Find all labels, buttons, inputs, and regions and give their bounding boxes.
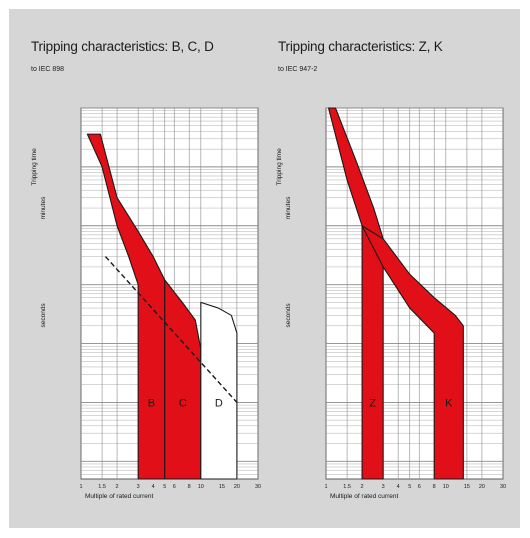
chart-panel-1: Z K 1 1.5 2 3 4 5 6 8 10 15 20 30 Multiple of rated cu…: [276, 107, 506, 500]
x-tick-label: 8: [188, 484, 191, 490]
x-tick-label: 4: [397, 484, 400, 490]
x-tick-label: 3: [137, 484, 140, 490]
x-axis-label: Multiple of rated current: [330, 493, 398, 500]
x-tick-label: 6: [418, 484, 421, 490]
x-tick-label: 1: [79, 484, 82, 490]
x-tick-label: 1: [324, 484, 327, 490]
time-range-label: seconds: [40, 303, 47, 328]
series-label-Z: Z: [369, 397, 376, 409]
x-tick-label: 8: [433, 484, 436, 490]
chart-subtitle-bcd: to IEC 898: [31, 66, 65, 73]
time-range-label: seconds: [285, 303, 292, 328]
chart-title-zk: Tripping characteristics: Z, K: [278, 39, 443, 54]
series-label-C: C: [179, 397, 187, 409]
time-range-label: minutes: [40, 196, 47, 220]
x-tick-label: 4: [152, 484, 155, 490]
x-tick-label: 15: [219, 484, 225, 490]
x-tick-label: 10: [198, 484, 204, 490]
series-label-K: K: [445, 397, 453, 409]
series-label-D: D: [215, 397, 223, 409]
band-D: [200, 301, 238, 480]
x-tick-label: 5: [408, 484, 411, 490]
x-axis-label: Multiple of rated current: [85, 493, 153, 500]
dashed-reference-line: [104, 256, 238, 403]
x-tick-label: 20: [234, 484, 240, 490]
x-tick-label: 10: [443, 484, 449, 490]
x-tick-label: 30: [255, 484, 261, 490]
x-tick-label: 2: [361, 484, 364, 490]
chart-subtitle-zk: to IEC 947-2: [278, 66, 318, 73]
x-tick-label: 6: [173, 484, 176, 490]
band-Z: [327, 107, 384, 480]
x-tick-label: 5: [163, 484, 166, 490]
chart-panel-0: B C D 1 1.5 2 3 4 5 6 8 10 15 20 30 Multiple of rated c…: [31, 107, 261, 500]
x-tick-label: 30: [500, 484, 506, 490]
x-tick-label: 15: [464, 484, 470, 490]
chart-title-bcd: Tripping characteristics: B, C, D: [31, 39, 214, 54]
y-axis-label: Tripping time: [276, 148, 283, 186]
band-B: [86, 133, 166, 480]
x-tick-label: 2: [116, 484, 119, 490]
y-axis-label: Tripping time: [31, 148, 38, 186]
x-tick-label: 1.5: [98, 484, 106, 490]
x-tick-label: 3: [382, 484, 385, 490]
x-tick-label: 20: [479, 484, 485, 490]
x-tick-label: 1.5: [343, 484, 351, 490]
time-range-label: minutes: [285, 196, 292, 220]
band-K: [361, 225, 464, 480]
series-label-B: B: [148, 397, 155, 409]
